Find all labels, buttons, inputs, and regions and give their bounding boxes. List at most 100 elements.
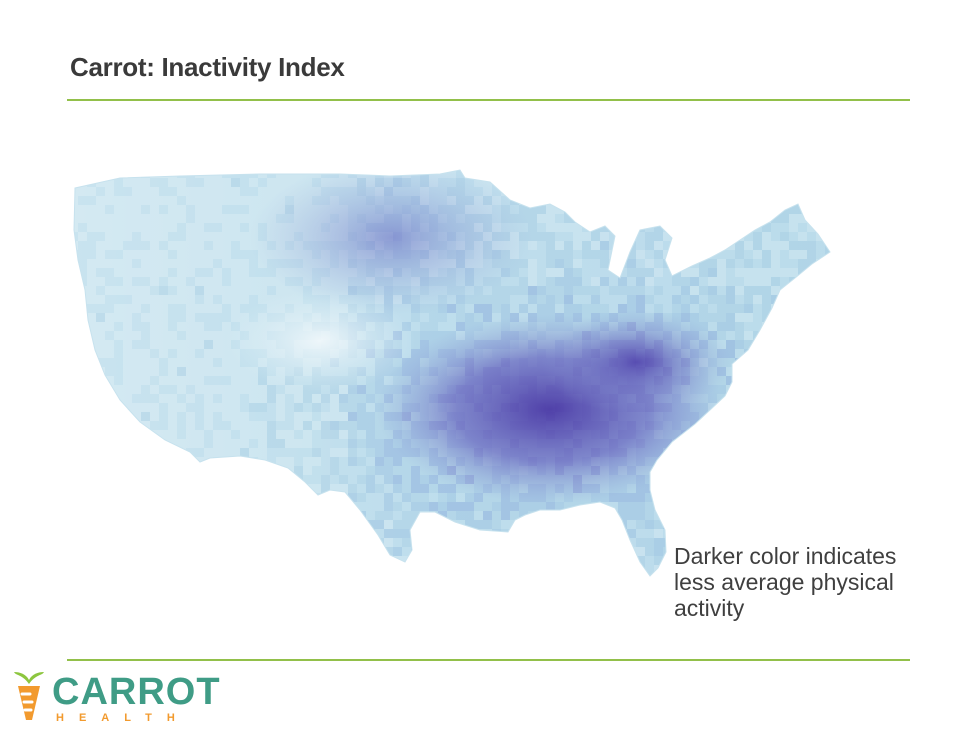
county-cell	[564, 187, 573, 196]
county-cell	[771, 475, 780, 484]
county-cell	[222, 502, 231, 511]
county-cell	[60, 295, 69, 304]
county-cell	[834, 421, 843, 430]
county-cell	[789, 466, 798, 475]
county-cell	[636, 170, 645, 178]
county-cell	[780, 484, 789, 493]
county-cell	[834, 169, 843, 178]
county-cell	[834, 268, 843, 277]
county-cell	[825, 520, 830, 529]
county-cell	[366, 583, 375, 590]
county-cell	[501, 538, 510, 547]
county-cell	[411, 547, 420, 556]
county-cell	[429, 574, 438, 576]
county-cell	[798, 295, 807, 304]
county-cell	[357, 565, 366, 574]
county-cell	[843, 529, 850, 538]
county-cell	[735, 475, 744, 484]
county-cell	[267, 520, 276, 529]
county-cell	[681, 448, 690, 457]
county-cell	[744, 484, 753, 493]
county-cell	[204, 475, 213, 484]
county-cell	[726, 511, 735, 520]
county-cell	[366, 547, 375, 556]
county-cell	[492, 170, 501, 178]
county-cell	[276, 529, 285, 538]
county-cell	[798, 484, 807, 493]
county-cell	[807, 196, 816, 205]
county-cell	[690, 520, 699, 529]
county-cell	[132, 493, 141, 502]
county-cell	[843, 394, 850, 403]
county-cell	[753, 466, 762, 475]
county-cell	[186, 466, 195, 475]
county-cell	[618, 196, 627, 205]
county-cell	[60, 250, 69, 259]
county-cell	[753, 421, 762, 430]
county-cell	[213, 457, 222, 466]
county-cell	[78, 412, 87, 421]
county-cell	[213, 565, 222, 574]
county-cell	[582, 214, 591, 223]
county-cell	[735, 367, 744, 376]
county-cell	[780, 430, 789, 439]
county-cell	[789, 178, 798, 187]
county-cell	[843, 412, 850, 421]
county-cell	[78, 376, 87, 385]
county-cell	[366, 556, 375, 565]
county-cell	[807, 277, 816, 286]
county-cell	[681, 493, 690, 502]
county-cell	[690, 466, 699, 475]
county-cell	[780, 448, 789, 457]
county-cell	[708, 493, 717, 502]
county-cell	[186, 484, 195, 493]
county-cell	[96, 412, 105, 421]
county-cell	[609, 556, 618, 565]
county-cell	[222, 556, 231, 565]
county-cell	[708, 520, 717, 529]
county-cell	[402, 574, 411, 576]
county-cell	[492, 583, 501, 590]
county-cell	[114, 160, 123, 169]
county-cell	[672, 529, 681, 538]
county-cell	[168, 457, 177, 466]
county-cell	[537, 574, 546, 576]
county-cell	[74, 349, 78, 358]
county-cell	[798, 475, 807, 484]
county-cell	[114, 538, 123, 547]
county-cell	[582, 178, 591, 187]
county-cell	[708, 457, 717, 466]
county-cell	[843, 241, 850, 250]
county-cell	[159, 574, 168, 576]
county-cell	[744, 439, 753, 448]
county-cell	[654, 493, 663, 502]
county-cell	[780, 475, 789, 484]
county-cell	[321, 538, 330, 547]
county-cell	[69, 160, 78, 169]
county-cell	[771, 376, 780, 385]
county-cell	[195, 502, 204, 511]
county-cell	[735, 385, 744, 394]
county-cell	[618, 241, 627, 250]
county-cell	[681, 466, 690, 475]
county-cell	[600, 520, 609, 529]
county-cell	[339, 529, 348, 538]
county-cell	[222, 475, 231, 484]
county-cell	[717, 205, 726, 214]
county-cell	[78, 475, 87, 484]
county-cell	[690, 430, 699, 439]
county-cell	[285, 160, 294, 169]
county-cell	[114, 403, 123, 412]
county-cell	[843, 349, 850, 358]
county-cell	[744, 466, 753, 475]
county-cell	[186, 457, 195, 466]
county-cell	[807, 340, 816, 349]
county-cell	[798, 349, 807, 358]
county-cell	[762, 178, 771, 187]
county-cell	[618, 583, 627, 590]
county-cell	[276, 502, 285, 511]
county-cell	[294, 520, 303, 529]
county-cell	[186, 547, 195, 556]
county-cell	[762, 160, 771, 169]
county-cell	[492, 538, 501, 547]
